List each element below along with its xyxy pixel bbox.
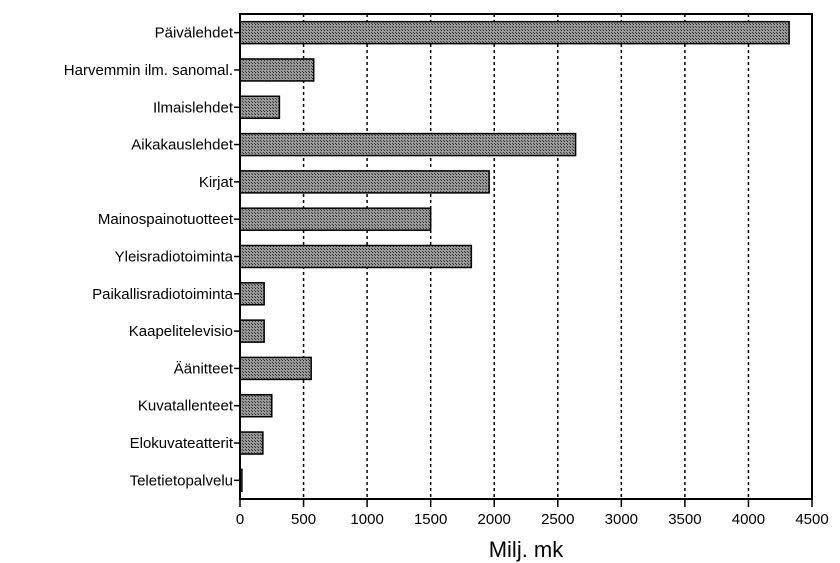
category-label: Äänitteet bbox=[174, 360, 234, 377]
bar bbox=[239, 58, 315, 82]
x-tick-label: 3500 bbox=[668, 511, 701, 528]
category-label: Mainospainotuotteet bbox=[98, 211, 234, 228]
category-label: Päivälehdet bbox=[155, 25, 234, 42]
x-axis-ticks bbox=[234, 31, 813, 507]
bar bbox=[239, 20, 790, 45]
category-label: Kuvatallenteet bbox=[138, 398, 234, 415]
bar bbox=[239, 132, 577, 157]
x-tick-label: 0 bbox=[236, 511, 244, 528]
bar bbox=[239, 356, 312, 381]
category-labels: Päivälehdet Harvemmin ilm. sanomal. Ilmais… bbox=[64, 25, 234, 490]
category-label: Kaapelitelevisio bbox=[129, 323, 233, 340]
x-tick-label: 4000 bbox=[732, 511, 765, 528]
bar bbox=[239, 319, 265, 343]
category-label: Ilmaislehdet bbox=[153, 99, 234, 116]
category-label: Paikallisradiotoiminta bbox=[92, 286, 234, 303]
category-label: Yleisradiotoiminta bbox=[115, 249, 234, 266]
x-tick-label: 4500 bbox=[795, 511, 828, 528]
bar bbox=[239, 393, 273, 418]
category-label: Elokuvateatterit bbox=[130, 435, 234, 452]
x-tick-label: 2000 bbox=[478, 511, 511, 528]
bar bbox=[239, 282, 265, 306]
x-tick-label: 2500 bbox=[541, 511, 574, 528]
x-axis-title: Milj. mk bbox=[489, 537, 565, 562]
bar bbox=[239, 431, 264, 455]
x-tick-labels: 0 500 1000 1500 2000 2500 3000 3500 4000 4500 bbox=[236, 511, 829, 528]
x-tick-label: 500 bbox=[291, 511, 316, 528]
bar bbox=[239, 95, 281, 120]
bar bbox=[239, 207, 432, 231]
bar bbox=[239, 170, 490, 194]
category-label: Kirjat bbox=[199, 174, 234, 191]
x-tick-label: 3000 bbox=[605, 511, 638, 528]
category-label: Aikakauslehdet bbox=[131, 137, 234, 154]
x-tick-label: 1000 bbox=[350, 511, 383, 528]
category-label: Teletietopalvelu bbox=[130, 472, 233, 489]
category-label: Harvemmin ilm. sanomal. bbox=[64, 62, 233, 79]
bars bbox=[239, 20, 790, 493]
bar bbox=[239, 244, 473, 269]
x-tick-label: 1500 bbox=[414, 511, 447, 528]
